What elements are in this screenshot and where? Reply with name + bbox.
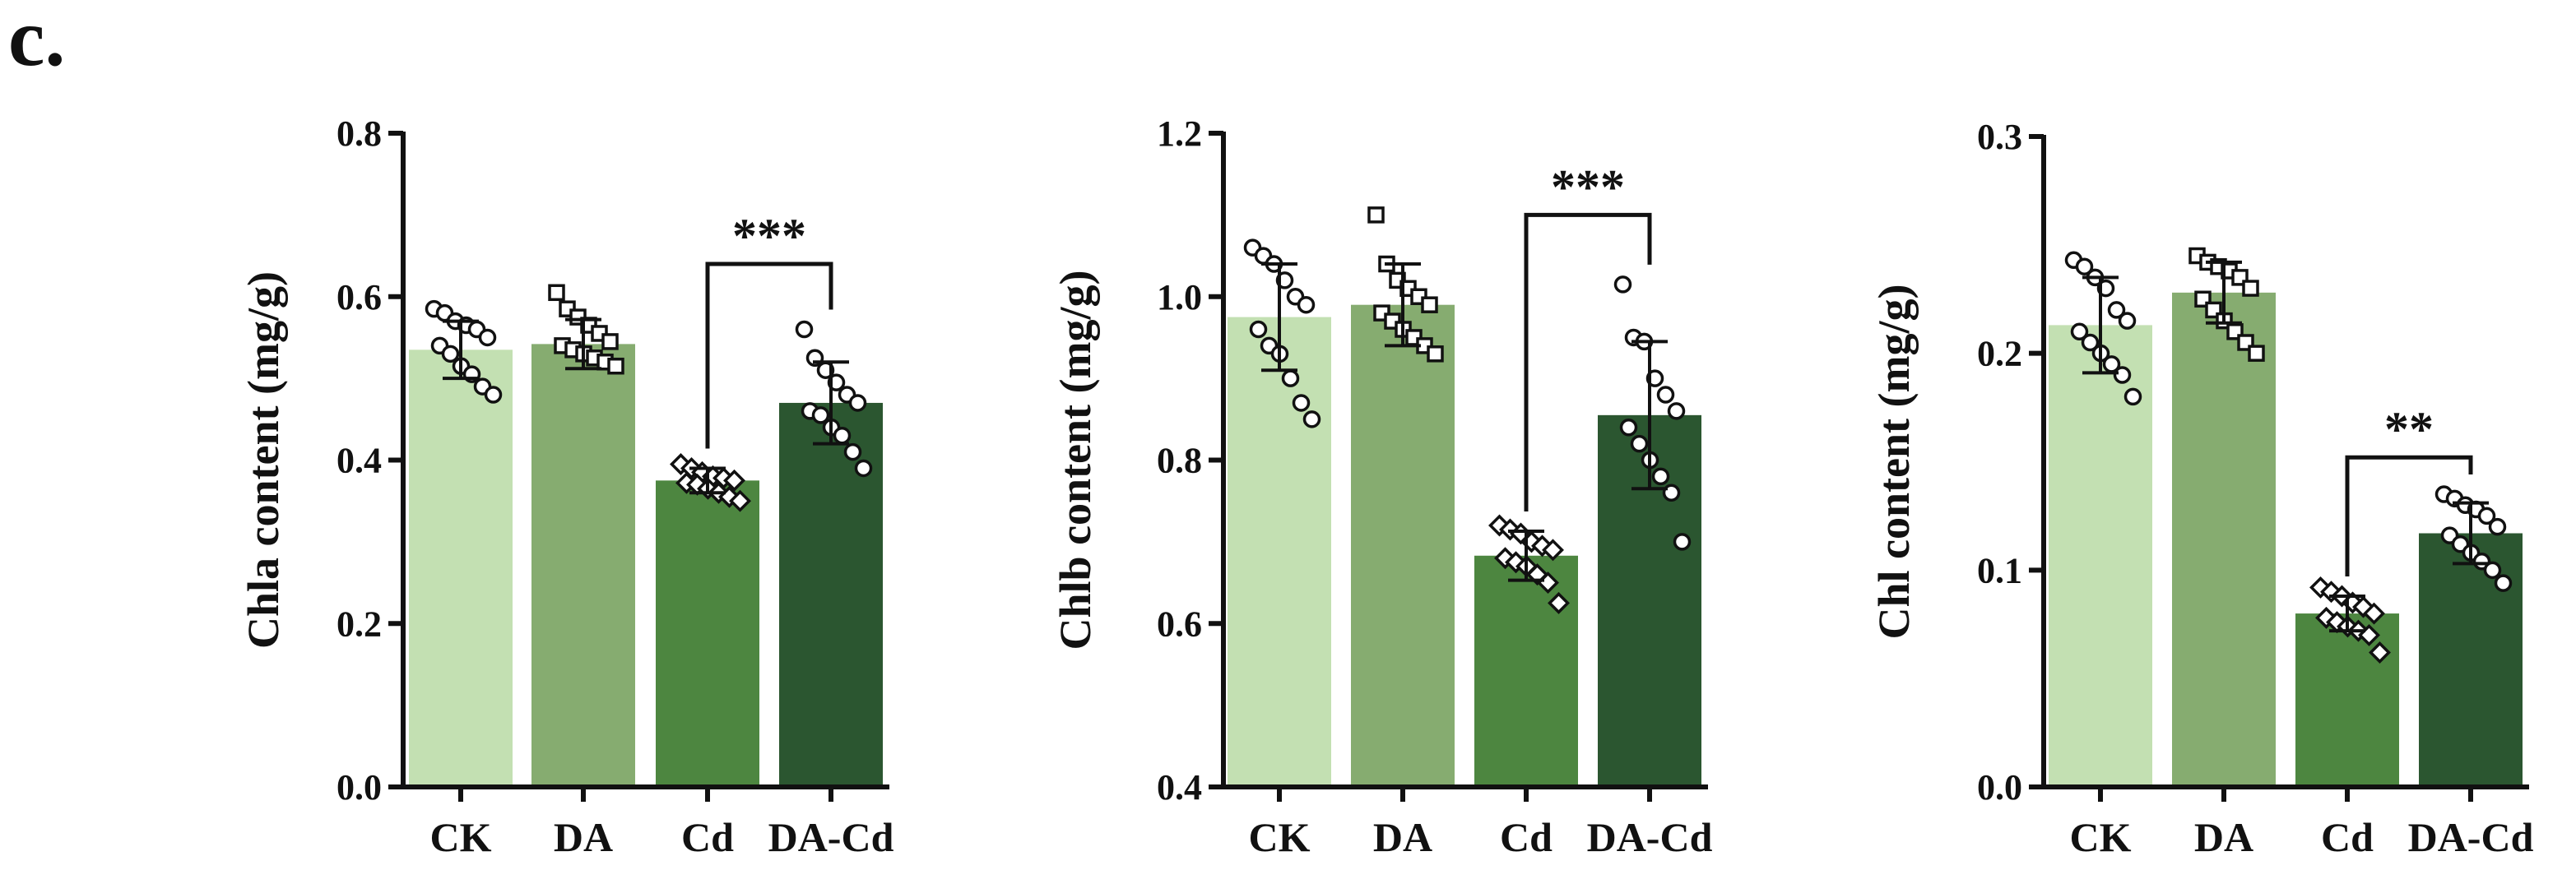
data-point	[2488, 517, 2507, 536]
y-tick-label: 0.8	[1157, 441, 1202, 481]
chart-panel-2: 0.4 0.6 0.8 1.0 1.2 CK DA Cd DA-Cd Chlb content (…	[1051, 113, 1713, 860]
data-point	[1421, 296, 1438, 313]
bar-cd	[1474, 555, 1578, 787]
data-point	[723, 469, 745, 492]
data-point	[1667, 402, 1686, 420]
significance-bracket	[705, 261, 833, 449]
data-point	[1297, 295, 1316, 314]
data-point	[441, 345, 460, 363]
data-point	[2369, 641, 2391, 664]
data-point	[833, 426, 852, 445]
significance-label: **	[2384, 402, 2434, 456]
category-label-ck: CK	[1249, 814, 1311, 860]
data-point	[478, 328, 497, 347]
significance-label: ***	[1551, 160, 1625, 214]
y-axis-label: Chl content (mg/g)	[1869, 285, 1919, 640]
category-label-da: DA	[1373, 814, 1432, 860]
data-point	[2081, 333, 2100, 352]
y-tick-label: 0.1	[1977, 550, 2022, 590]
data-point	[1542, 539, 1564, 562]
bar-da	[2172, 292, 2276, 788]
data-point	[2113, 366, 2132, 384]
data-point	[484, 386, 503, 404]
data-point	[2107, 301, 2126, 319]
category-label-cd: Cd	[2321, 814, 2374, 860]
data-point	[1656, 386, 1675, 404]
category-label-da: DA	[554, 814, 613, 860]
bar-da-cd	[2419, 533, 2523, 787]
data-point	[2477, 507, 2496, 525]
panel-label: c.	[8, 0, 66, 83]
category-label-da-cd: DA-Cd	[2408, 814, 2534, 860]
data-point	[1630, 434, 1649, 453]
bar-da	[1351, 304, 1455, 787]
data-point	[2075, 257, 2094, 275]
y-tick-label: 0.4	[1157, 767, 1202, 808]
y-tick-label: 0.6	[337, 277, 382, 317]
data-point	[1427, 345, 1444, 363]
bar-cd	[656, 480, 759, 787]
data-point	[601, 333, 619, 350]
data-point	[2123, 387, 2142, 406]
data-point	[1548, 591, 1570, 614]
y-axis-label: Chlb content (mg/g)	[1051, 271, 1100, 650]
data-point	[848, 394, 867, 412]
data-point	[1613, 275, 1632, 294]
y-tick-label: 0.4	[337, 441, 382, 481]
data-point	[2118, 312, 2137, 330]
data-point	[607, 357, 624, 375]
category-label-cd: Cd	[1500, 814, 1553, 860]
data-point	[1673, 533, 1692, 551]
category-label-ck: CK	[430, 814, 492, 860]
data-point	[2242, 280, 2259, 297]
y-tick-label: 0.3	[1977, 117, 2022, 157]
bar-ck	[409, 349, 513, 787]
data-point	[548, 284, 565, 302]
category-label-da-cd: DA-Cd	[1587, 814, 1713, 860]
data-point	[2070, 322, 2089, 341]
chart-panel-3: 0.0 0.1 0.2 0.3 CK DA Cd DA-Cd Chl content (mg/g…	[1869, 117, 2534, 860]
data-point	[1619, 419, 1638, 437]
y-tick-label: 1.0	[1157, 277, 1202, 317]
y-tick-label: 0.0	[1977, 767, 2022, 808]
y-tick-label: 0.6	[1157, 604, 1202, 644]
y-tick-label: 0.2	[337, 604, 382, 644]
data-point	[729, 489, 751, 512]
y-axis-label: Chla content (mg/g)	[239, 271, 288, 649]
data-point	[1367, 206, 1385, 224]
data-point	[1292, 394, 1311, 412]
category-label-ck: CK	[2070, 814, 2132, 860]
data-point	[1249, 320, 1268, 339]
data-point	[811, 406, 830, 424]
y-tick-label: 0.2	[1977, 334, 2022, 374]
bar-ck	[1228, 317, 1331, 787]
data-point	[2494, 574, 2513, 592]
category-label-da: DA	[2194, 814, 2253, 860]
data-point	[1302, 410, 1321, 428]
data-point	[795, 320, 814, 339]
bar-da	[531, 344, 635, 787]
data-point	[2363, 602, 2385, 625]
data-point	[1281, 369, 1300, 387]
data-point	[1651, 467, 1670, 486]
category-label-cd: Cd	[681, 814, 734, 860]
bar-cd	[2295, 613, 2399, 787]
y-tick-label: 0.8	[337, 113, 382, 154]
significance-label: ***	[732, 209, 806, 263]
data-point	[843, 442, 862, 461]
chart-panel-1: 0.0 0.2 0.4 0.6 0.8 CK DA Cd DA-Cd Chla content (…	[239, 113, 894, 860]
data-point	[2483, 561, 2502, 580]
y-tick-label: 0.0	[337, 767, 382, 808]
significance-bracket	[2345, 455, 2473, 576]
significance-bracket	[1524, 212, 1652, 511]
data-point	[854, 459, 873, 478]
y-tick-label: 1.2	[1157, 113, 1202, 154]
category-label-da-cd: DA-Cd	[768, 814, 894, 860]
data-point	[2248, 345, 2265, 362]
